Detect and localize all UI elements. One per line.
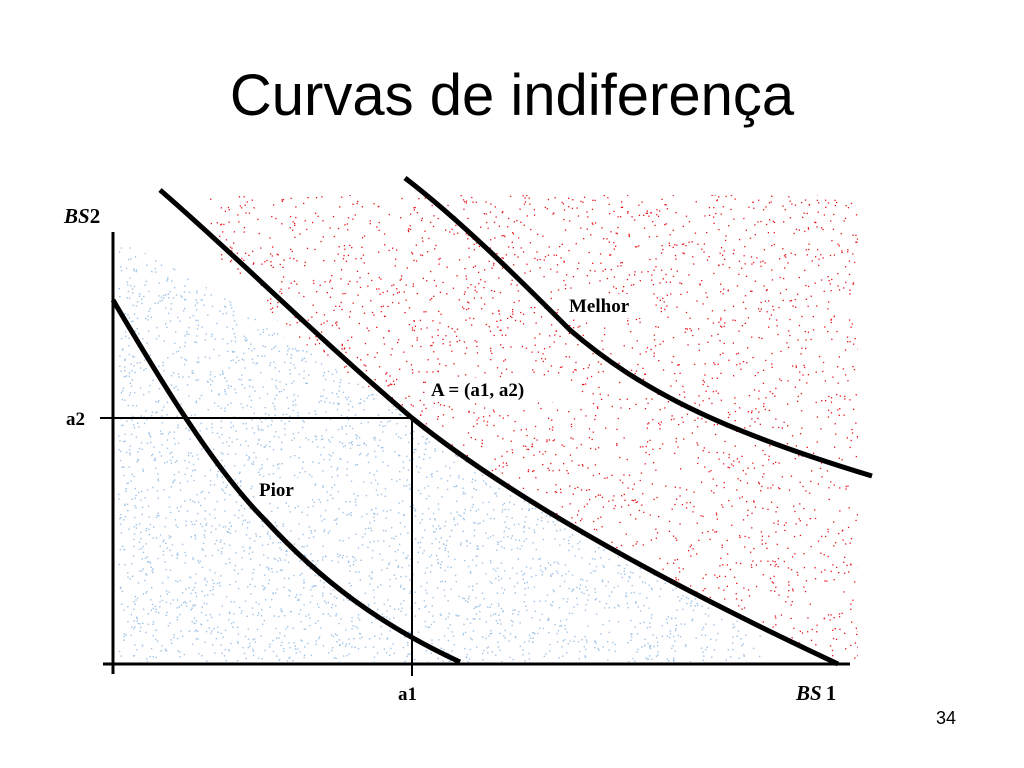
slide-title: Curvas de indiferença: [229, 63, 795, 128]
indifference-curve-better: [403, 176, 873, 479]
better-region-dots: [210, 195, 858, 662]
indifference-curve-worse: [110, 298, 462, 665]
page-number: 34: [936, 708, 957, 728]
point-a-label: A = (a1, a2): [431, 380, 524, 401]
a1-tick-label: a1: [398, 684, 417, 705]
x-axis-label: BS 1: [795, 681, 836, 705]
worse-region-dots: [118, 240, 762, 662]
worse-label: Pior: [259, 480, 294, 501]
better-label: Melhor: [569, 296, 630, 317]
indifference-curve-through-a: [158, 188, 840, 667]
a2-tick-label: a2: [66, 409, 85, 430]
y-axis-label: BS2: [63, 204, 100, 228]
